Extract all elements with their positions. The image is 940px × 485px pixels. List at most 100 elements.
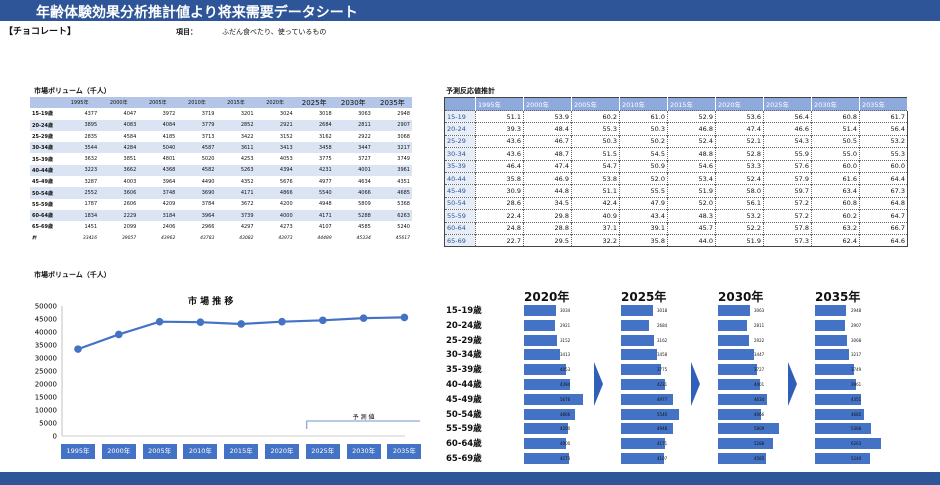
volume-cell: 3775 (319, 156, 332, 163)
ratio-cell: 43.6 (475, 134, 524, 148)
age-bar (718, 364, 758, 376)
volume-cell: 4083 (99, 119, 139, 131)
total-cell: 44489 (317, 235, 332, 241)
volume-cell: 5540 (294, 187, 334, 199)
volume-cell: 2406 (162, 223, 176, 230)
title-bar: 年齢体験効果分析推計値より将来需要データシート (0, 0, 940, 21)
table-row: 50-54歳 2552 3606 3748 3690 4171 4866 5540 4066 46… (30, 187, 412, 199)
bar-value-label: 4634 (754, 396, 765, 402)
trend-point (74, 345, 82, 353)
volume-cell: 4377 (84, 110, 98, 117)
bar-year-header: 2030年 (718, 290, 764, 304)
line-section-label: 市場ボリューム（千人） (34, 271, 111, 279)
bar-value-label: 4685 (851, 411, 862, 417)
bar-value-label: 4200 (560, 426, 571, 432)
age-label: 50-54歳 (446, 409, 482, 420)
bar-value-label: 4977 (657, 396, 668, 402)
ratio-header-cell: 2010年 (619, 97, 668, 111)
ratio-cell: 53.6 (715, 109, 764, 123)
ratio-cell: 67.3 (859, 184, 908, 198)
ratio-cell: 54.5 (619, 147, 668, 161)
trend-point (237, 320, 245, 328)
ratio-cell: 53.2 (859, 134, 908, 148)
table-row: 20-24 39.3 48.4 55.3 50.3 46.8 47.4 46.6 51.4 56.… (444, 122, 908, 136)
ratio-cell: 63.2 (811, 221, 860, 235)
volume-cell: 4001 (333, 164, 373, 177)
ratio-cell: 48.4 (523, 122, 572, 136)
row-label: 45-49歳 (32, 179, 53, 186)
ratio-cell: 61.7 (859, 109, 908, 123)
y-tick-label: 35000 (35, 342, 57, 350)
ratio-cell: 35.8 (619, 233, 668, 247)
ratio-cell: 64.8 (859, 196, 908, 210)
volume-cell: 4585 (358, 223, 371, 230)
ratio-header-cell: 2000年 (523, 97, 572, 111)
age-label: 60-64歳 (446, 439, 482, 450)
age-bar (815, 423, 872, 435)
age-bar (718, 349, 755, 361)
bar-value-label: 4273 (560, 456, 571, 461)
bar-value-label: 2948 (851, 308, 862, 313)
bar-value-label: 4000 (560, 441, 571, 447)
total-cell: 45334 (356, 235, 371, 241)
table-row: 15-19歳 4377 4047 3972 3719 3201 3024 3018 3063 29… (30, 108, 412, 119)
age-bar (718, 379, 760, 390)
age-bar (718, 334, 749, 346)
age-bar (718, 393, 767, 405)
row-label: 35-39 (444, 159, 476, 173)
ratio-cell: 51.4 (811, 122, 860, 136)
age-bar (621, 305, 653, 316)
volume-cell: 2922 (358, 133, 371, 140)
ratio-cell: 57.3 (763, 233, 812, 247)
bar-value-label: 3458 (657, 352, 668, 358)
volume-cell: 2229 (99, 209, 139, 222)
age-bar (524, 319, 555, 331)
ratio-cell: 52.0 (667, 196, 716, 210)
bar-value-label: 2684 (657, 322, 668, 328)
age-bar (621, 379, 666, 390)
ratio-header-cell: 2025年 (763, 97, 812, 111)
volume-cell: 4977 (319, 178, 332, 185)
age-bar (815, 379, 857, 390)
x-tick-label: 2020年 (265, 444, 299, 459)
volume-cell: 5020 (201, 156, 215, 163)
bar-value-label: 4394 (560, 382, 571, 387)
row-label: 55-59歳 (32, 201, 53, 208)
table-row: 60-64 24.8 28.8 37.1 39.1 45.7 52.2 57.8 63.2 66.… (444, 221, 908, 235)
ratio-cell: 34.5 (523, 196, 572, 210)
volume-cell: 4634 (358, 178, 371, 185)
ratio-cell: 53.4 (667, 171, 716, 185)
volume-cell: 3972 (162, 110, 176, 117)
ratio-cell: 54.7 (571, 159, 620, 173)
ratio-cell: 57.6 (763, 159, 812, 173)
ratio-cell: 37.1 (571, 221, 620, 235)
volume-cell: 3964 (177, 209, 217, 222)
trend-point (155, 317, 164, 326)
volume-cell: 4284 (99, 142, 139, 154)
bar-value-label: 3217 (851, 352, 862, 358)
ratio-cell: 29.8 (523, 209, 572, 223)
y-tick-label: 45000 (35, 316, 57, 324)
row-label: 15-19歳 (32, 111, 53, 118)
volume-cell: 1787 (84, 201, 98, 208)
y-tick-label: 20000 (35, 381, 57, 389)
volume-header-corner (30, 97, 61, 109)
ratio-cell: 59.7 (763, 184, 812, 198)
age-bar (718, 423, 779, 435)
ratio-cell: 64.4 (859, 171, 908, 185)
volume-cell: 4273 (279, 223, 293, 230)
x-tick-label: 2025年 (305, 444, 340, 459)
age-label: 25-29歳 (446, 335, 482, 346)
volume-cell: 5240 (397, 223, 410, 230)
ratio-cell: 53.8 (571, 171, 620, 185)
line-chart-title: 市 場 推 移 (188, 297, 234, 307)
ratio-cell: 60.8 (811, 109, 860, 123)
age-bar (621, 319, 650, 331)
ratio-cell: 29.5 (523, 233, 572, 247)
volume-cell: 3690 (177, 187, 217, 199)
row-label: 35-39歳 (32, 156, 53, 163)
bar-year-header: 2025年 (621, 290, 667, 304)
row-label: 65-69歳 (32, 224, 53, 231)
ratio-cell: 60.8 (811, 196, 860, 210)
row-label: 20-24歳 (30, 119, 61, 131)
